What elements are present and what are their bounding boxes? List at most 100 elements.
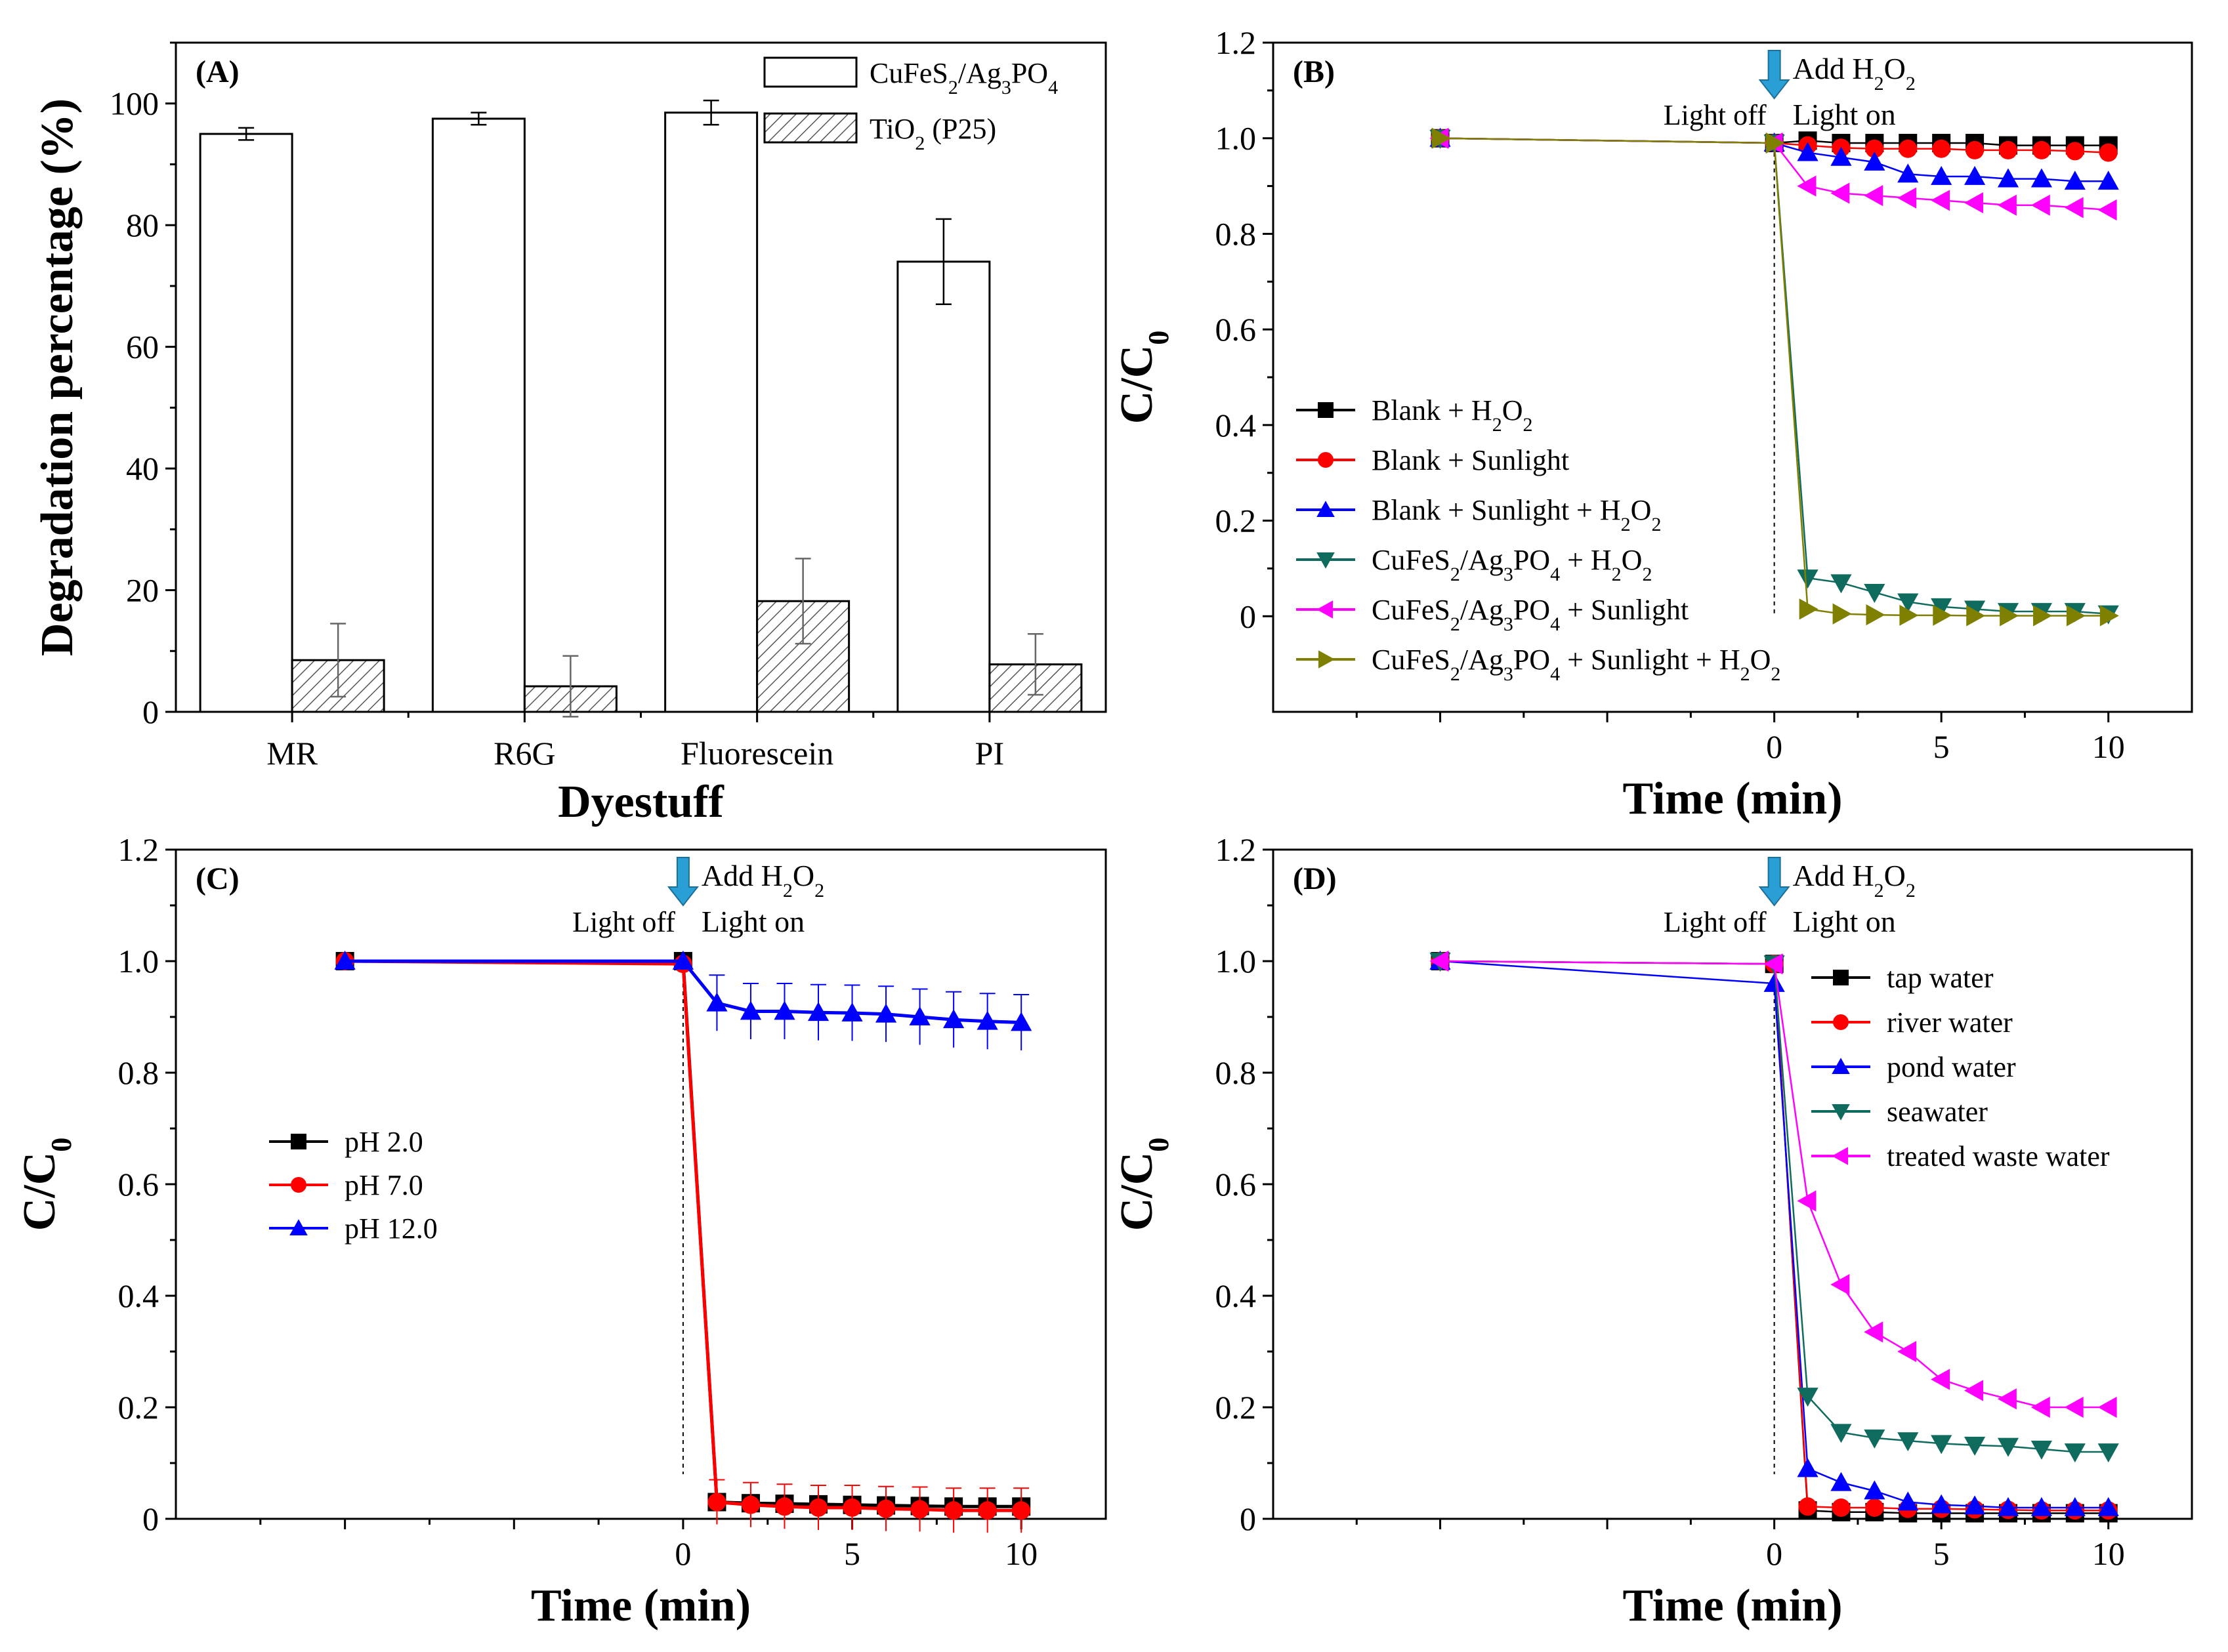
down-arrow-icon <box>1758 857 1790 907</box>
legend-marker <box>1832 1147 1849 1165</box>
data-point <box>1429 950 1449 972</box>
data-point <box>2030 1497 2053 1516</box>
data-point <box>909 1006 931 1025</box>
x-axis-title: Dyestuff <box>558 777 724 827</box>
series <box>1429 127 2117 221</box>
data-point <box>2064 197 2084 218</box>
legend-marker <box>291 1177 306 1193</box>
subscript: 2 <box>1651 514 1661 535</box>
subscript: 2 <box>1874 73 1884 94</box>
plot-frame <box>1272 848 2193 1520</box>
text-part: pH 7.0 <box>345 1169 423 1201</box>
data-point <box>1997 1388 2017 1410</box>
legend-label: seawater <box>1887 1096 1988 1128</box>
text-part: O <box>1884 52 1906 85</box>
y-axis-title: C/C0 <box>14 1138 77 1231</box>
data-point <box>1897 163 1919 183</box>
data-point <box>1964 1436 1986 1456</box>
text-part: + H <box>1560 544 1612 576</box>
text-part: Blank + Sunlight + H <box>1372 494 1621 526</box>
data-point <box>1763 953 1783 975</box>
data-point <box>1830 146 1852 166</box>
data-point <box>2064 1443 2086 1463</box>
data-point <box>2097 171 2119 190</box>
y-tick-label: 1.0 <box>1215 943 1257 980</box>
series <box>1431 127 2119 627</box>
text-part: C/C <box>14 1152 65 1231</box>
subscript: 2 <box>1450 613 1460 635</box>
data-point <box>2064 1497 2086 1516</box>
data-point <box>943 1009 965 1029</box>
x-tick-label: 5 <box>1933 728 1950 765</box>
y-tick-label: 0.8 <box>1215 1054 1257 1091</box>
legend-label: pH 7.0 <box>345 1169 423 1201</box>
legend-label: CuFeS2/Ag3PO4 + Sunlight <box>1372 594 1689 635</box>
subscript: 4 <box>1550 613 1560 635</box>
subscript: 3 <box>1503 613 1513 635</box>
text-part: /Ag <box>958 57 1001 89</box>
data-point <box>2033 605 2053 627</box>
y-tick-label: 0.4 <box>1215 407 1257 444</box>
x-tick-label: MR <box>266 735 318 772</box>
y-tick-label: 1.2 <box>1215 831 1257 868</box>
data-point <box>1864 1321 1883 1343</box>
text-part: Add H <box>1793 52 1874 85</box>
data-point <box>2066 605 2086 627</box>
text-part: seawater <box>1887 1096 1988 1128</box>
text-part: Blank + H <box>1372 394 1492 426</box>
light-on-label: Light on <box>1793 905 1896 938</box>
legend-swatch <box>763 112 858 144</box>
data-point <box>877 1499 896 1518</box>
legend-label: TiO2 (P25) <box>870 113 996 154</box>
data-point <box>1931 1494 1952 1514</box>
series <box>334 950 1032 1050</box>
light-off-label: Light off <box>1664 906 1767 938</box>
y-tick-label: 0 <box>142 1500 159 1537</box>
panel-c: 00.20.40.60.81.01.20 5 10(C)Time (min)C/C0… <box>14 831 1107 1631</box>
light-off-label: Light off <box>1664 99 1767 131</box>
panel-label: (A) <box>196 54 240 89</box>
y-tick-label: 80 <box>126 207 159 243</box>
y-tick-label: 0.6 <box>1215 311 1257 348</box>
text-part: CuFeS <box>870 57 948 89</box>
down-arrow-icon <box>1758 50 1790 100</box>
legend-marker <box>289 1219 308 1236</box>
x-tick-label: R6G <box>494 735 555 772</box>
data-point <box>1965 140 1985 159</box>
x-tick-label: 5 <box>844 1535 860 1572</box>
text-part: C/C <box>1112 1152 1162 1231</box>
x-tick-label: Fluorescein <box>681 735 833 772</box>
data-point <box>1832 603 1852 625</box>
data-point <box>1864 185 1883 207</box>
data-point <box>1864 152 1885 171</box>
data-point <box>1964 1380 1983 1401</box>
data-point <box>1931 190 1950 211</box>
series <box>335 952 1031 1516</box>
light-on-label: Light on <box>1793 98 1896 131</box>
bar <box>199 133 293 713</box>
data-point <box>1797 142 1818 161</box>
legend-marker <box>1318 650 1335 669</box>
data-point <box>1897 593 1919 613</box>
legend-marker <box>291 1134 306 1149</box>
subscript: 2 <box>1492 414 1502 436</box>
panel-label: (D) <box>1293 861 1337 896</box>
add-h2o2-label: Add H2O2 <box>1793 52 1916 94</box>
y-tick-label: 0 <box>1240 598 1256 634</box>
data-point <box>1864 583 1885 603</box>
text-part: Add H <box>1793 859 1874 892</box>
y-tick-label: 0.2 <box>1215 503 1257 539</box>
data-point <box>843 1498 862 1517</box>
panel-b: 00.20.40.60.81.01.20 5 10(B)Time (min)C/C0… <box>1112 24 2193 824</box>
data-point <box>1865 139 1884 158</box>
text-part: TiO <box>870 113 915 145</box>
legend-label: treated waste water <box>1887 1140 2110 1172</box>
data-point <box>1933 604 1952 626</box>
legend-label: CuFeS2/Ag3PO4 + H2O2 <box>1372 544 1652 585</box>
legend-label: tap water <box>1887 962 1994 994</box>
data-point <box>1866 604 1885 626</box>
data-point <box>707 1493 726 1512</box>
panel-label: (B) <box>1293 54 1335 89</box>
data-point <box>706 992 728 1012</box>
y-axis-title: Degradation percentage (%) <box>32 98 83 656</box>
